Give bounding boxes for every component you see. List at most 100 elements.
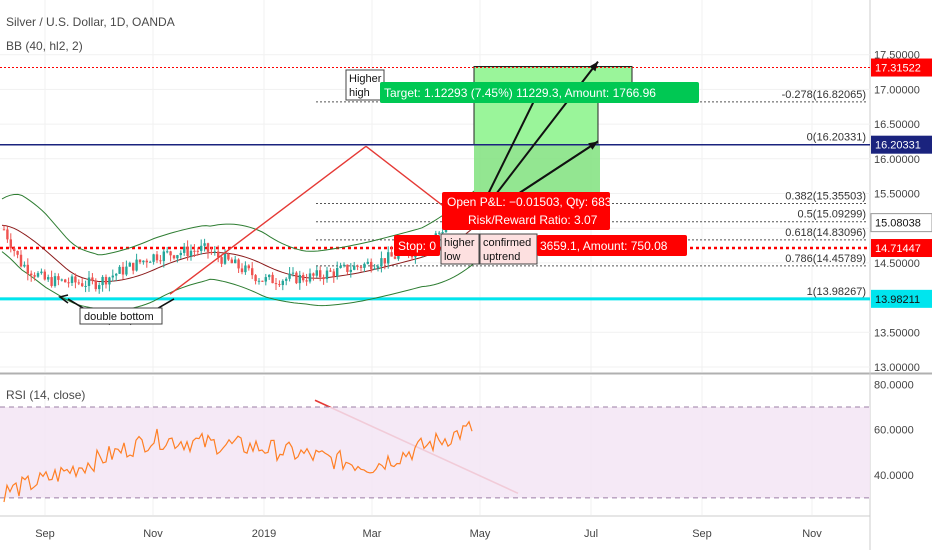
candle-body: [64, 279, 67, 283]
symbol-title: Silver / U.S. Dollar, 1D, OANDA: [6, 15, 175, 29]
candle-body: [329, 270, 332, 272]
candle-body: [217, 251, 220, 258]
price-tick-label: 15.50000: [874, 189, 920, 201]
double-bottom-label: double bottom: [84, 311, 154, 323]
candle-body: [383, 258, 386, 264]
price-tick-label: 14.50000: [874, 258, 920, 270]
candle-body: [145, 260, 148, 263]
target-tag-bg: [380, 82, 699, 103]
price-tag-bg: [871, 58, 932, 77]
candle-body: [132, 262, 135, 271]
double-bottom-box: [79, 307, 163, 325]
rsi-pane: [0, 406, 870, 503]
stop-tag-bg-right: [537, 235, 687, 256]
candle-body: [312, 273, 315, 276]
candle-body: [410, 255, 414, 258]
candle-body: [240, 268, 244, 273]
candle-body: [332, 271, 335, 277]
candle-body: [261, 280, 264, 282]
fib-label: 0.5(15.09299): [798, 209, 867, 221]
uptrend-line: [169, 145, 367, 295]
candle-body: [387, 252, 390, 264]
target-box-mid: [473, 100, 599, 146]
candle-body: [36, 273, 40, 277]
candle-body: [74, 276, 77, 283]
open-pnl-text: Open P&L: −0.01503, Qty: 683: [447, 195, 612, 209]
rsi-tick-label: 40.0000: [874, 470, 914, 482]
candle-body: [281, 280, 284, 286]
candle-body: [346, 264, 349, 272]
candle-body: [251, 268, 254, 276]
x-tick-label: Sep: [35, 528, 55, 540]
candle-body: [308, 273, 312, 282]
candle-body: [268, 274, 271, 278]
candle-body: [353, 265, 356, 270]
candle-body: [26, 264, 29, 274]
candle-body: [169, 251, 172, 256]
candle-body: [366, 261, 369, 264]
candle-body: [244, 265, 247, 273]
candle-body: [98, 285, 101, 290]
candle-body: [70, 276, 74, 283]
open-pnl-bg: [442, 192, 610, 230]
candle-body: [162, 251, 165, 262]
candle-body: [50, 277, 53, 286]
axes: Sep Nov 2019 Mar May Jul Sep Nov 13.00000 13.5000…: [35, 50, 920, 540]
candle-body: [393, 256, 397, 259]
x-tick-label: Nov: [143, 528, 163, 540]
x-tick-label: Mar: [363, 528, 382, 540]
target-tag-text: Target: 1.12293 (7.45%) 11229.3, Amount:…: [384, 86, 656, 100]
higher-high-label-2: high: [349, 87, 370, 99]
candle-body: [322, 277, 325, 280]
candle-body: [19, 254, 23, 267]
candle-body: [438, 232, 441, 234]
price-tag-label: 14.71447: [875, 243, 921, 255]
stop-tag-suffix: 3659.1, Amount: 750.08: [540, 239, 668, 253]
candle-body: [125, 266, 128, 275]
candle-body: [101, 276, 104, 286]
candle-body: [349, 269, 352, 272]
rsi-tick-label: 60.0000: [874, 425, 914, 437]
candle-body: [155, 254, 159, 261]
candle-body: [295, 272, 298, 284]
x-tick-label: 2019: [252, 528, 276, 540]
risk-reward-text: Risk/Reward Ratio: 3.07: [468, 213, 598, 227]
candle-body: [325, 270, 329, 280]
candle-body: [40, 271, 43, 274]
candle-body: [179, 252, 182, 256]
candle-body: [53, 276, 57, 286]
bb-indicator-label: BB (40, hl2, 2): [6, 39, 83, 53]
candle-body: [356, 265, 359, 267]
candle-body: [278, 284, 281, 286]
fib-label: 1(13.98267): [807, 286, 866, 298]
confirmed-label-2: uptrend: [483, 251, 520, 263]
candle-body: [302, 274, 305, 281]
candle-body: [376, 266, 380, 269]
candle-body: [84, 285, 87, 287]
candle-body: [319, 270, 322, 278]
candle-body: [138, 259, 142, 263]
candle-body: [104, 276, 108, 285]
candle-body: [223, 253, 227, 264]
candle-body: [390, 252, 393, 257]
candle-body: [254, 275, 257, 282]
bb-basis: [1, 224, 475, 283]
candle-body: [234, 259, 237, 264]
candle-body: [9, 239, 12, 249]
rsi-line: [3, 420, 473, 503]
candle-body: [121, 266, 125, 275]
candle-body: [13, 248, 16, 251]
candle-body: [288, 273, 291, 279]
candle-body: [166, 251, 169, 253]
candle-body: [77, 282, 80, 284]
candle-body: [305, 280, 308, 282]
candle-body: [397, 253, 400, 259]
higher-high-label-1: Higher: [349, 73, 382, 85]
price-tick-label: 16.00000: [874, 154, 920, 166]
candle-body: [237, 259, 240, 269]
x-tick-label: Sep: [692, 528, 712, 540]
fib-label: 0(16.20331): [807, 132, 866, 144]
price-tick-label: 13.50000: [874, 327, 920, 339]
confirmed-label-1: confirmed: [483, 237, 531, 249]
